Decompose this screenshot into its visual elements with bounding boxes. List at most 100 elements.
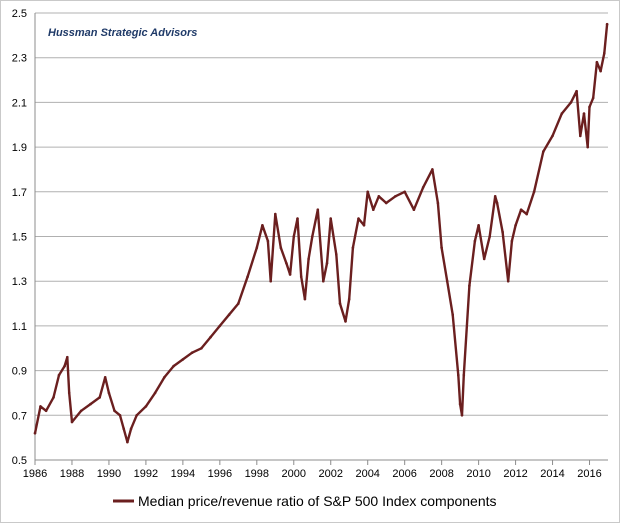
data-point <box>579 134 582 138</box>
data-point <box>591 96 595 100</box>
data-point <box>129 427 133 431</box>
data-point <box>190 351 194 355</box>
data-point <box>329 217 333 220</box>
data-point <box>451 313 455 317</box>
y-tick-label: 0.5 <box>12 455 27 467</box>
data-point <box>473 239 477 243</box>
data-point <box>532 190 536 194</box>
data-point <box>560 112 564 115</box>
y-tick-label: 1.7 <box>12 187 27 199</box>
y-tick-label: 1.5 <box>12 232 27 244</box>
series-layer <box>33 22 609 444</box>
data-point <box>495 201 499 205</box>
data-point <box>362 224 366 227</box>
y-tick-label: 2.5 <box>12 8 27 20</box>
data-point <box>200 347 203 350</box>
legend-label: Median price/revenue ratio of S&P 500 In… <box>138 493 497 509</box>
data-point <box>440 246 443 249</box>
x-tick-label: 2006 <box>392 468 416 480</box>
y-tick-label: 2.3 <box>12 53 27 65</box>
data-point <box>445 279 449 283</box>
data-point <box>582 112 586 115</box>
data-point <box>237 302 240 305</box>
data-point <box>458 402 462 406</box>
data-point <box>575 89 578 93</box>
data-point <box>266 239 270 243</box>
data-point <box>586 145 589 149</box>
data-point <box>103 376 107 379</box>
legend: Median price/revenue ratio of S&P 500 In… <box>113 493 497 509</box>
data-point <box>436 201 440 205</box>
data-point <box>605 22 609 26</box>
data-point <box>431 168 434 171</box>
data-point <box>209 335 212 339</box>
data-point <box>542 150 545 153</box>
data-point <box>403 190 407 194</box>
data-point <box>372 208 375 211</box>
data-point <box>299 275 303 279</box>
x-tick-label: 2012 <box>503 468 527 480</box>
x-tick-label: 1996 <box>208 468 232 480</box>
source-watermark: Hussman Strategic Advisors <box>48 27 197 39</box>
data-point <box>322 279 325 283</box>
x-tick-label: 2008 <box>429 468 453 480</box>
data-point <box>122 427 125 431</box>
x-axis: 1986 1988 1990 1992 1994 1996 1998 2000 2002 2004… <box>23 13 608 480</box>
y-axis-tick-labels: 0.5 0.7 0.9 1.1 1.3 1.5 1.7 1.9 2.1 2.3 2.5 <box>12 8 27 467</box>
data-point <box>98 396 101 399</box>
data-point <box>307 257 310 261</box>
y-tick-label: 0.7 <box>12 410 27 422</box>
data-point <box>274 212 277 216</box>
data-point <box>482 257 486 261</box>
data-point <box>285 262 288 265</box>
data-point <box>246 275 249 279</box>
data-point <box>588 105 591 109</box>
x-tick-label: 2014 <box>540 468 564 480</box>
x-tick-label: 2004 <box>355 468 379 480</box>
data-point <box>603 51 606 55</box>
y-tick-label: 0.9 <box>12 366 27 378</box>
x-tick-label: 1998 <box>245 468 269 480</box>
data-point <box>599 69 602 73</box>
data-point <box>525 212 528 216</box>
data-point <box>144 405 148 408</box>
x-tick-label: 1992 <box>134 468 158 480</box>
data-point <box>303 297 307 301</box>
data-point <box>338 302 342 305</box>
data-point <box>421 186 425 189</box>
data-point <box>279 246 283 249</box>
y-tick-label: 1.9 <box>12 142 27 154</box>
data-point <box>288 273 292 276</box>
data-point <box>551 134 554 138</box>
data-point <box>351 246 355 249</box>
data-point <box>63 364 66 368</box>
data-point <box>366 190 370 194</box>
x-tick-label: 2016 <box>577 468 601 480</box>
data-point <box>384 201 388 205</box>
x-tick-label: 2002 <box>318 468 342 480</box>
data-point <box>412 208 416 211</box>
x-tick-label: 2010 <box>466 468 490 480</box>
data-point <box>488 235 492 238</box>
series-line-0 <box>33 23 609 444</box>
data-point <box>468 284 471 288</box>
data-point <box>67 391 71 395</box>
data-point <box>70 420 74 424</box>
data-point <box>113 409 116 413</box>
y-tick-label: 1.3 <box>12 276 27 288</box>
data-point <box>325 262 329 265</box>
data-point <box>457 373 460 377</box>
data-point <box>344 320 347 323</box>
data-point <box>227 313 231 317</box>
data-point <box>519 208 523 211</box>
data-point <box>335 253 338 256</box>
data-point <box>126 440 129 444</box>
data-point <box>569 101 573 104</box>
data-point <box>296 217 299 220</box>
x-tick-label: 1986 <box>23 468 47 480</box>
data-point <box>347 297 351 301</box>
gridlines <box>35 12 608 416</box>
data-point <box>163 376 166 379</box>
x-tick-label: 1994 <box>171 468 195 480</box>
